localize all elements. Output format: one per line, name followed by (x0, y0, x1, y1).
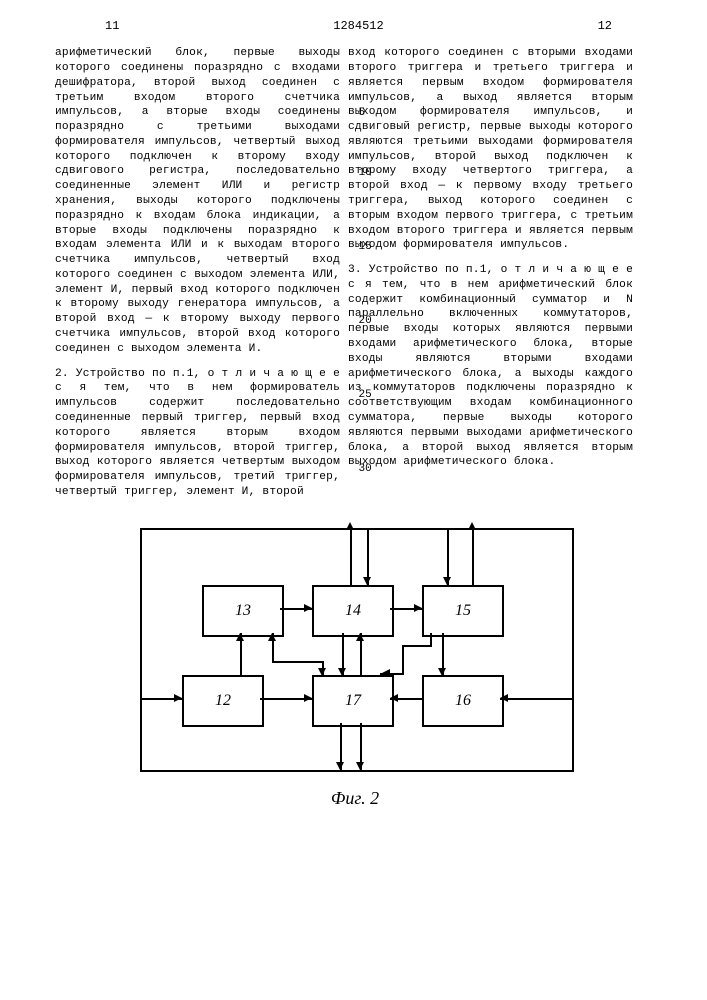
column-left: арифметический блок, первые выходы котор… (55, 46, 340, 499)
arrow-15-top-b-head (468, 522, 476, 530)
column-right: вход которого соединен с вторыми входами… (348, 46, 633, 499)
arrow-12-13-head (236, 633, 244, 641)
arrow-17-14-b-head (356, 633, 364, 641)
arrow-15-17-head (382, 669, 390, 677)
arrow-15-17-v (430, 633, 432, 647)
text-columns: 5 10 15 20 25 30 арифметический блок, пе… (55, 46, 662, 499)
block-15-label: 15 (455, 600, 471, 622)
block-16: 16 (422, 675, 504, 727)
arrow-14-out-top-head (346, 522, 354, 530)
arrow-17-out-a-head (336, 762, 344, 770)
figure-frame: 12 13 14 15 16 17 (140, 528, 574, 772)
block-13-label: 13 (235, 600, 251, 622)
arrow-14-out-top (350, 530, 352, 585)
figure-caption: Фиг. 2 (140, 786, 570, 810)
block-14-label: 14 (345, 600, 361, 622)
arrow-17-out-b-head (356, 762, 364, 770)
col1-para2: 2. Устройство по п.1, о т л и ч а ю щ е … (55, 367, 340, 500)
block-12: 12 (182, 675, 264, 727)
arrow-15-17-h (402, 645, 432, 647)
document-number: 1284512 (333, 18, 383, 34)
figure-2: 12 13 14 15 16 17 (55, 528, 662, 810)
col2-para2: 3. Устройство по п.1, о т л и ч а ю щ е … (348, 263, 633, 470)
arrow-17-13-head (268, 633, 276, 641)
line-num-30: 30 (359, 462, 372, 477)
arrow-15-top-b (472, 530, 474, 585)
line-num-25: 25 (359, 388, 372, 403)
block-13: 13 (202, 585, 284, 637)
arrow-12-17-head (304, 694, 312, 702)
arrow-14-17-a-head (338, 668, 346, 676)
line-num-5: 5 (359, 106, 366, 121)
block-16-label: 16 (455, 690, 471, 712)
block-12-label: 12 (215, 690, 231, 712)
page-header: 11 1284512 12 (55, 18, 662, 34)
arrow-13-17-h (272, 661, 324, 663)
page-num-right: 12 (598, 18, 612, 34)
arrow-15-17 (402, 645, 404, 675)
block-17: 17 (312, 675, 394, 727)
line-num-15: 15 (359, 240, 372, 255)
arrow-15-16-head (438, 668, 446, 676)
arrow-14-15-head (414, 604, 422, 612)
line-num-10: 10 (359, 166, 372, 181)
block-14: 14 (312, 585, 394, 637)
arrow-in-16-right-head (500, 694, 508, 702)
arrow-15-top-a-head (443, 577, 451, 585)
block-15: 15 (422, 585, 504, 637)
arrow-16-17-head (390, 694, 398, 702)
col1-para1: арифметический блок, первые выходы котор… (55, 46, 340, 356)
arrow-13-17-head (318, 668, 326, 676)
arrow-in-12-head (174, 694, 182, 702)
line-num-20: 20 (359, 314, 372, 329)
arrow-in-14-top-head (363, 577, 371, 585)
page-num-left: 11 (105, 18, 119, 34)
col2-para1: вход которого соединен с вторыми входами… (348, 46, 633, 253)
block-17-label: 17 (345, 690, 361, 712)
arrow-13-14-head (304, 604, 312, 612)
arrow-in-16-right (500, 698, 572, 700)
